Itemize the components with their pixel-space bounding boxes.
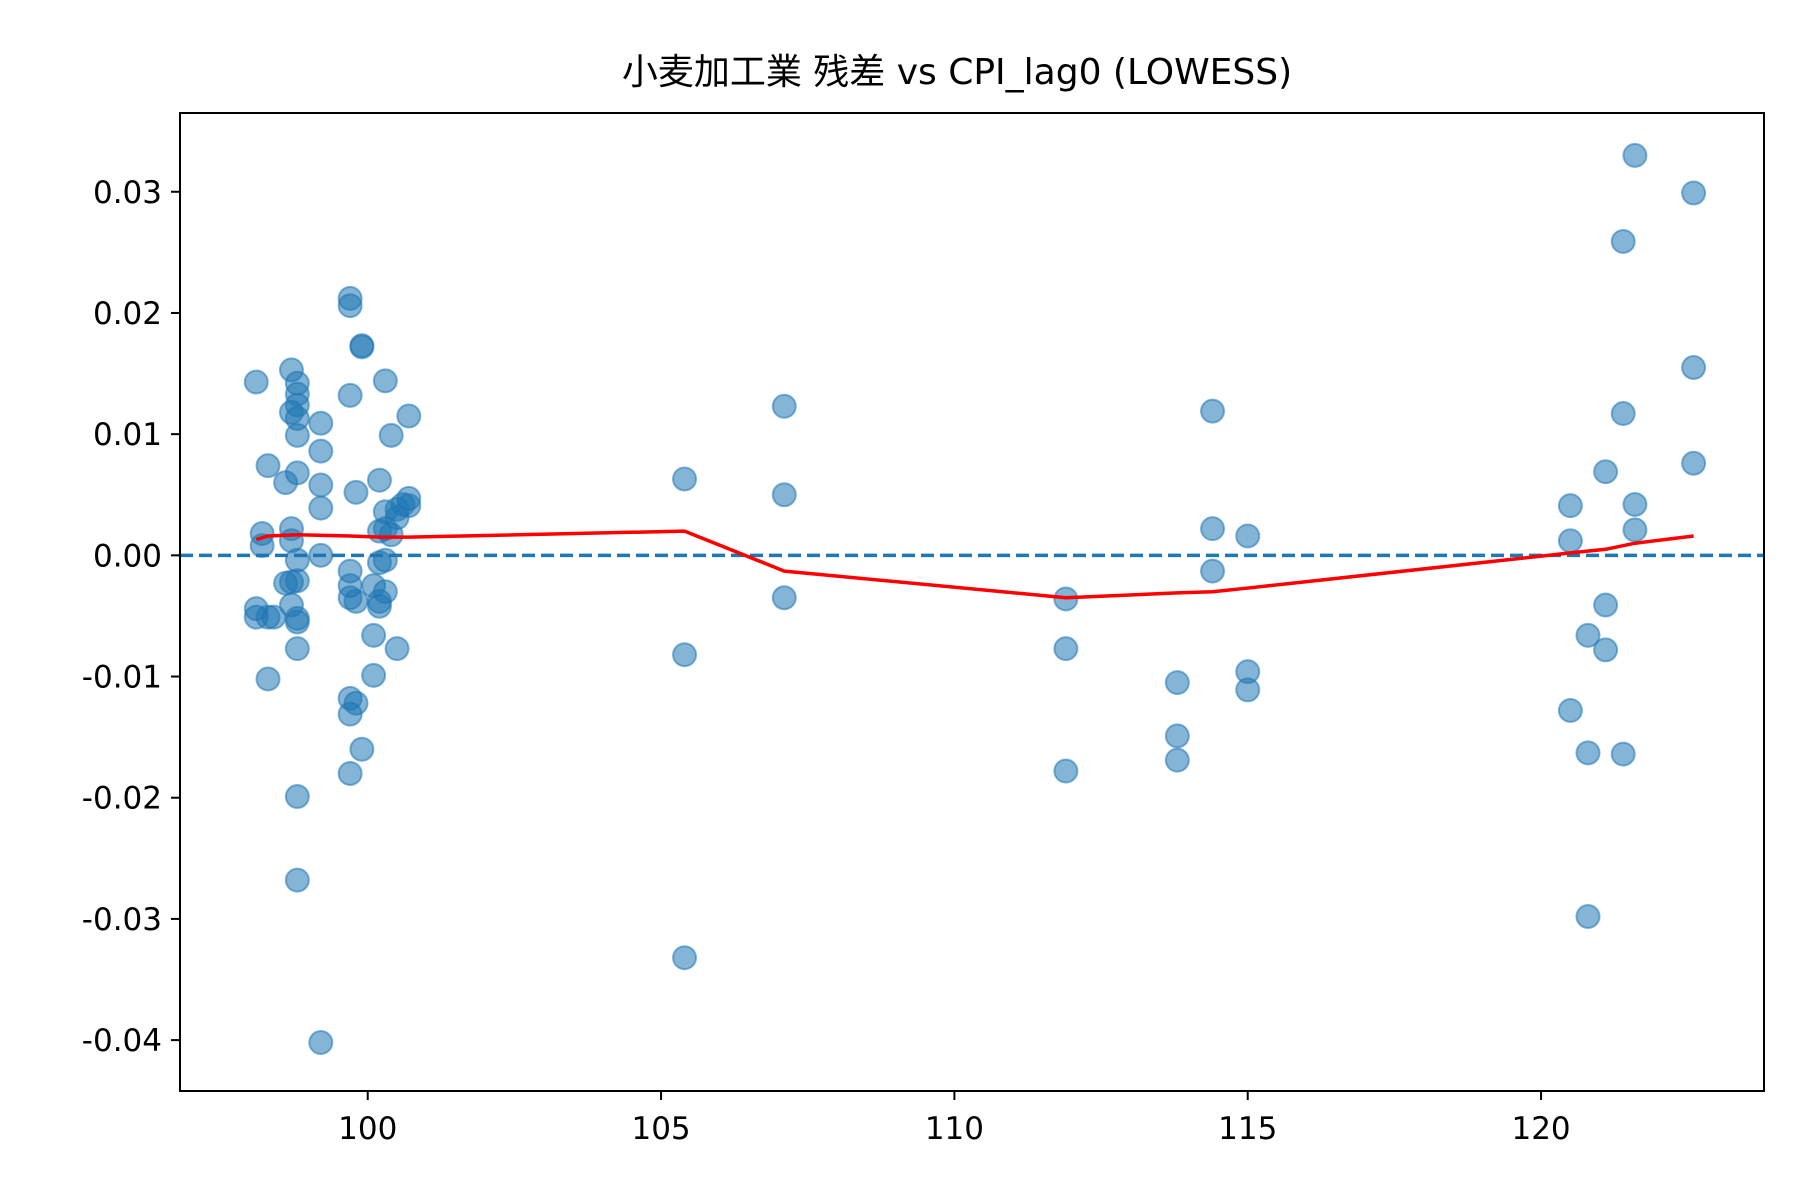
scatter-point (1610, 401, 1636, 427)
scatter-point (672, 466, 698, 492)
scatter-point (396, 493, 422, 519)
scatter-point (771, 585, 797, 611)
y-tick-label: -0.03 (82, 902, 162, 938)
plot-background (180, 113, 1764, 1091)
scatter-point (284, 547, 310, 573)
scatter-point (361, 622, 387, 648)
scatter-point (1681, 354, 1707, 380)
scatter-point (1053, 636, 1079, 662)
scatter-point (284, 636, 310, 662)
y-tick-label: -0.04 (82, 1023, 162, 1059)
axes: 100 105 110 115 120 0.03 0.02 0.01 0.00 -0.01 -0.0… (82, 112, 1765, 1147)
scatter-point (308, 495, 334, 521)
scatter-point (343, 690, 369, 716)
scatter-point (1164, 670, 1190, 696)
scatter-point (1575, 903, 1601, 929)
y-tick-label: 0.03 (93, 175, 162, 211)
scatter-point (349, 334, 375, 360)
scatter-point (337, 293, 363, 319)
axes-frame (179, 112, 1765, 1092)
scatter-point (243, 369, 269, 395)
scatter-point (1681, 450, 1707, 476)
scatter-point (1622, 142, 1648, 168)
scatter-point (284, 784, 310, 810)
x-tick-label: 115 (1218, 1111, 1277, 1147)
scatter-point (771, 482, 797, 508)
scatter-point (1053, 758, 1079, 784)
scatter-point (343, 479, 369, 505)
scatter-point (1557, 697, 1583, 723)
scatter-point (308, 410, 334, 436)
scatter-point (1557, 493, 1583, 519)
x-tick-label: 105 (631, 1111, 690, 1147)
y-tick-label: 0.01 (93, 417, 162, 453)
scatter-point (284, 460, 310, 486)
scatter-point (672, 642, 698, 668)
scatter-point (384, 636, 410, 662)
scatter-point (372, 368, 398, 394)
scatter-point (372, 547, 398, 573)
scatter-point (1557, 528, 1583, 554)
scatter-point (1164, 723, 1190, 749)
scatter-point (255, 666, 281, 692)
scatter-point (1575, 740, 1601, 766)
scatter-point (1610, 741, 1636, 767)
scatter-point (1200, 516, 1226, 542)
lowess-layer (255, 529, 1694, 600)
scatter-point (308, 438, 334, 464)
y-tick-label: 0.02 (93, 296, 162, 332)
scatter-point (1200, 398, 1226, 424)
scatter-point (1235, 677, 1261, 703)
scatter-point (378, 422, 404, 448)
scatter-point (672, 945, 698, 971)
scatter-point (1610, 228, 1636, 254)
x-tick-label: 120 (1511, 1111, 1570, 1147)
scatter-point (255, 453, 281, 479)
scatter-point (1200, 558, 1226, 584)
scatter-point (771, 393, 797, 419)
scatter-point (337, 382, 363, 408)
scatter-point (284, 867, 310, 893)
x-tick-label: 110 (925, 1111, 984, 1147)
scatter-point (308, 1030, 334, 1056)
scatter-point (1622, 517, 1648, 543)
scatter-point (308, 542, 334, 568)
scatter-point (1575, 622, 1601, 648)
scatter-point (308, 472, 334, 498)
scatter-point (366, 467, 392, 493)
y-tick-label: 0.00 (93, 538, 162, 574)
y-tick-label: -0.02 (82, 781, 162, 817)
y-tick-label: -0.01 (82, 660, 162, 696)
scatter-points (243, 142, 1707, 1056)
scatter-point (337, 760, 363, 786)
scatter-point (284, 568, 310, 594)
scatter-point (1593, 459, 1619, 485)
scatter-point (1593, 637, 1619, 663)
scatter-point (372, 579, 398, 605)
scatter-point (284, 609, 310, 635)
plot-area (180, 113, 1764, 1091)
scatter-point (361, 662, 387, 688)
x-tick-label: 100 (338, 1111, 397, 1147)
scatter-point (1164, 747, 1190, 773)
scatter-point (1235, 523, 1261, 549)
scatter-point (284, 422, 310, 448)
chart-title: 小麦加工業 残差 vs CPI_lag0 (LOWESS) (622, 52, 1292, 93)
scatter-point (349, 736, 375, 762)
scatter-point (1681, 180, 1707, 206)
scatter-point (1593, 592, 1619, 618)
scatter-point (1622, 491, 1648, 517)
lowess-line (255, 529, 1694, 600)
scatter-point (396, 403, 422, 429)
